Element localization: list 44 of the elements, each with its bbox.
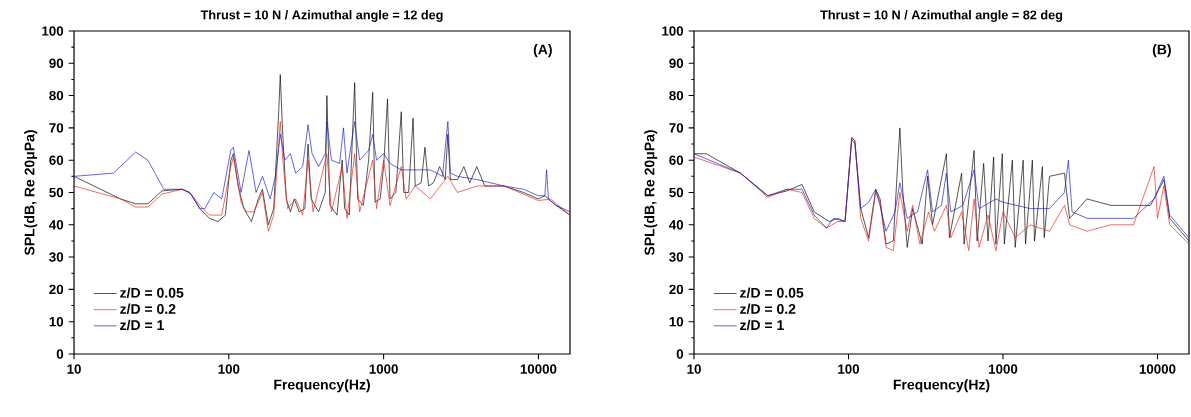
y-tick-label: 60: [49, 155, 64, 165]
y-tick-label: 80: [49, 90, 64, 101]
legend-label: z/D = 0.2: [740, 303, 796, 315]
y-tick-label: 90: [669, 58, 684, 69]
y-tick-label: 0: [676, 349, 684, 359]
x-tick-label: 1000: [369, 364, 398, 374]
legend-label: z/D = 0.2: [120, 303, 176, 315]
y-tick-label: 60: [669, 155, 684, 165]
legend-label: z/D = 1: [740, 319, 784, 331]
x-tick-label: 100: [838, 364, 860, 374]
x-tick-label: 10: [687, 364, 701, 374]
annotation: (A): [533, 44, 552, 58]
y-axis-title: SPL(dB, Re 20μPa): [24, 130, 38, 256]
y-tick-label: 10: [669, 316, 684, 327]
y-tick-label: 20: [49, 284, 64, 295]
y-tick-label: 0: [56, 349, 64, 359]
x-tick-label: 10000: [520, 364, 557, 374]
x-tick-label: 10: [67, 364, 81, 374]
x-tick-label: 1000: [988, 364, 1018, 374]
chart-title: Thrust = 10 N / Azimuthal angle = 12 deg: [200, 10, 443, 22]
y-tick-label: 90: [49, 58, 64, 69]
legend-label: z/D = 0.05: [740, 287, 804, 298]
chart-title: Thrust = 10 N / Azimuthal angle = 82 deg: [820, 10, 1063, 22]
y-tick-label: 20: [669, 284, 684, 295]
y-tick-label: 70: [669, 123, 684, 133]
y-axis-title: SPL(dB, Re 20μPa): [644, 130, 658, 256]
legend-label: z/D = 1: [120, 319, 164, 331]
y-tick-label: 40: [669, 220, 684, 230]
y-tick-label: 50: [669, 187, 684, 198]
annotation: (B): [1152, 44, 1171, 58]
y-tick-label: 50: [49, 187, 64, 198]
x-axis-title: Frequency(Hz): [893, 379, 990, 393]
legend-label: z/D = 0.05: [120, 287, 184, 298]
y-tick-label: 80: [669, 90, 684, 101]
y-tick-label: 30: [49, 252, 64, 262]
y-tick-label: 10: [49, 316, 64, 327]
y-tick-label: 100: [42, 26, 64, 36]
y-tick-label: 30: [669, 252, 684, 262]
y-tick-label: 40: [49, 220, 64, 230]
x-tick-label: 100: [218, 364, 240, 374]
y-tick-label: 100: [662, 26, 684, 36]
y-tick-label: 70: [49, 123, 64, 133]
x-tick-label: 10000: [1139, 364, 1176, 374]
x-axis-title: Frequency(Hz): [274, 379, 370, 393]
